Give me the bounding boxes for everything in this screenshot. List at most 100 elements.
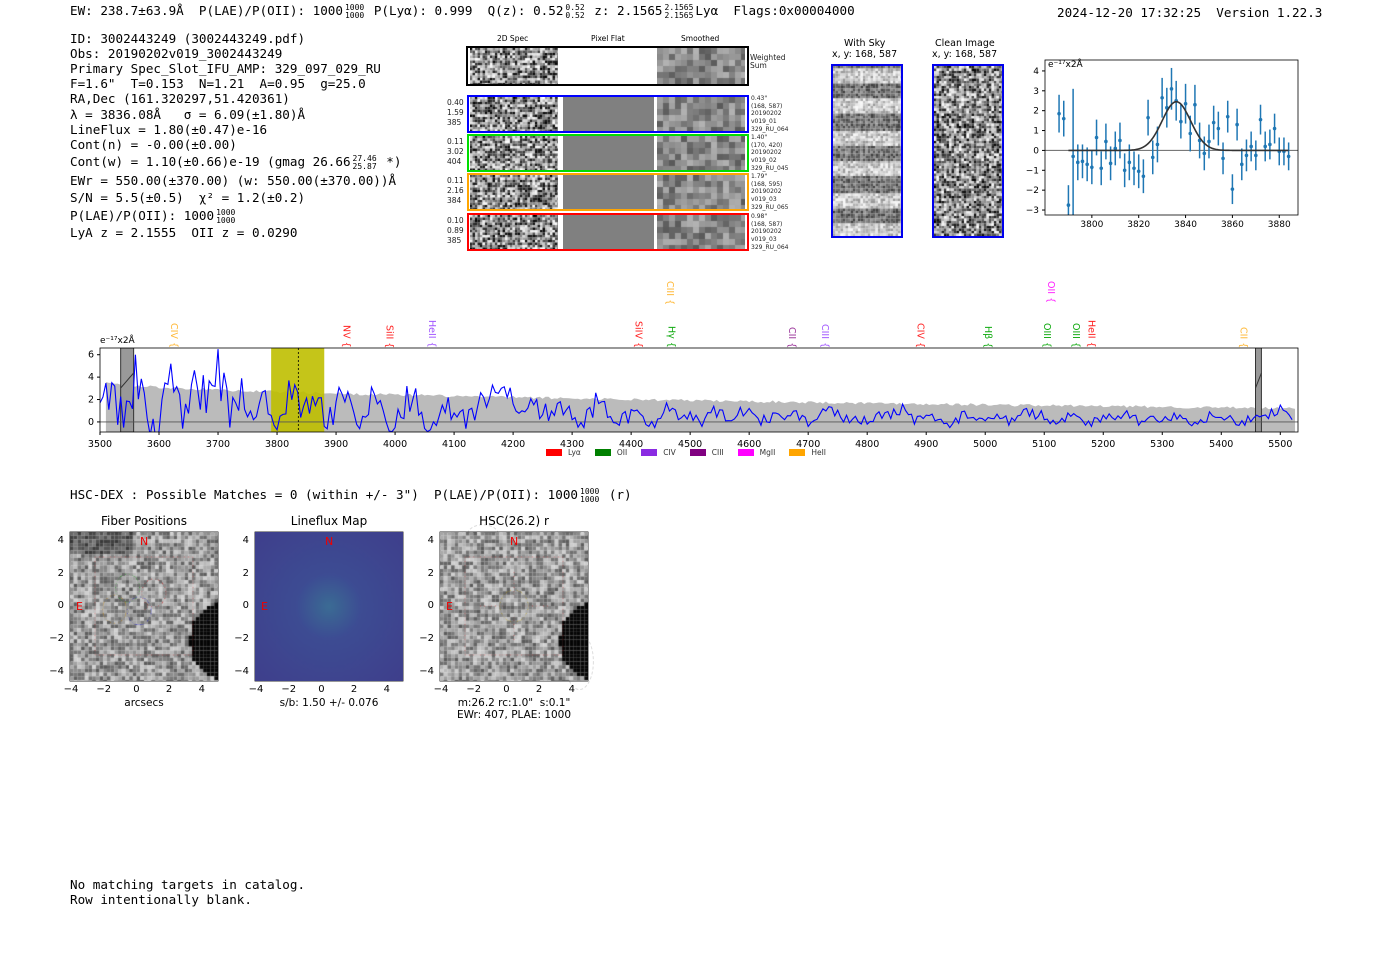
panel-ytick: 2 [57,567,64,579]
data-point [1249,144,1253,149]
x-tick-label: 5200 [1091,439,1115,450]
y-tick-label: 4 [1033,67,1039,77]
emission-line-label: SiII { [383,324,395,348]
x-tick-label: 3840 [1174,220,1197,230]
cutout-smoothed-image [657,175,745,209]
data-point [1113,146,1118,151]
y-tick-label: 6 [88,350,94,361]
data-point [1254,153,1258,158]
info-radec: RA,Dec (161.320297,51.420361) [70,91,290,106]
fit-ylabel: e⁻¹⁷x2Å [1048,60,1083,70]
line-bracket-icon: { [383,338,395,348]
panel-xtick: −4 [63,684,79,695]
info-redshifts: LyA z = 2.1555 OII z = 0.0290 [70,225,298,240]
version: Version 1.22.3 [1216,5,1323,20]
info-obs: Obs: 20190202v019_3002443249 [70,46,283,61]
gaussian-fit [1068,100,1289,152]
line-label-text: NV [340,325,352,339]
data-point [1239,162,1244,167]
emission-line-label: CII { [786,327,797,348]
panel-xtick: −2 [281,684,297,695]
line-bracket-icon: { [1085,338,1097,348]
y-tick-label: 2 [88,395,94,406]
line-bracket-icon: { [981,338,993,348]
data-point [1132,166,1136,171]
line-label-text: Hγ [665,326,677,339]
legend-item: Lyα [546,448,581,457]
data-point [1099,166,1104,171]
y-tick-label: −3 [1026,206,1039,216]
footer-line-2: Row intentionally blank. [70,892,252,907]
line-label-text: CIV [168,322,180,339]
data-point [1244,153,1249,158]
cutout-row-info: 1.40" (170, 420) 20190202 v019_02 329_RU… [751,134,789,172]
data-point [1169,87,1174,91]
x-tick-label: 3800 [1080,220,1103,230]
mask-hatch [1255,372,1262,389]
panel-image [255,532,403,681]
x-tick-label: 3800 [265,439,289,450]
cutout-row-stats: 0.40 1.59 385 [447,98,464,127]
emission-line-label: OII { [1045,281,1057,304]
legend-label: CIII [711,448,724,457]
emission-line-label: CIV { [168,322,180,348]
emission-line-label: SiIV { [632,321,644,348]
cutout-2d-spec-image [470,175,558,209]
data-point [1188,131,1193,136]
line-bracket-icon: { [168,338,180,348]
line-bracket-icon: { [663,296,675,306]
legend-label: HeII [811,448,827,457]
spectrum-ylabel: e⁻¹⁷x2Å [100,336,135,346]
cutout-smoothed-image [657,97,745,131]
data-point [1075,160,1080,165]
hsc-summary: HSC-DEX : Possible Matches = 0 (within +… [70,486,632,504]
cutout-row-frame [467,173,749,211]
line-label-text: OIII [1041,323,1052,339]
info-lambda: λ = 3836.08Å σ = 6.09(±1.80)Å [70,107,306,122]
data-point [1104,139,1108,144]
north-label: N [140,535,149,548]
cutout-row-stats: 0.11 3.02 404 [447,137,464,166]
panel-ytick: −4 [419,665,434,677]
east-label: E [76,600,83,613]
cutout-row-frame [467,95,749,133]
cutout-smoothed-image [657,215,745,249]
panel-xtick: 4 [198,684,205,695]
line-bracket-icon: { [665,338,677,348]
cutout-2d-spec-image [470,136,558,170]
x-tick-label: 3900 [324,439,348,450]
panel-xtick: 0 [318,684,325,695]
col-header-pixel-flat: Pixel Flat [591,34,625,43]
data-point [1286,154,1291,159]
info-plae: P(LAE)/P(OII): 1000 1000 1000 [70,207,236,225]
x-tick-label: 3700 [206,439,230,450]
panel-title: Lineflux Map [290,514,368,528]
line-bracket-icon: { [632,338,644,348]
y-tick-label: 0 [1033,146,1039,156]
data-point [1221,156,1225,161]
legend-swatch [789,449,806,456]
line-bracket-icon: { [1237,338,1249,348]
panel-ytick: 2 [242,567,249,579]
data-point [1085,162,1089,167]
data-point [1230,187,1235,191]
line-bracket-icon: { [426,338,438,348]
panel-image [70,532,218,681]
cutout-2d-spec-image [470,97,558,131]
line-bracket-icon: { [1045,294,1057,304]
panel-ytick: 4 [242,535,249,546]
x-tick-label: 5500 [1268,439,1292,450]
legend-label: MgII [759,448,776,457]
data-point [1258,117,1263,122]
panel-xtick: 4 [383,684,390,695]
line-label-text: SiII [383,324,395,339]
east-label: E [446,600,453,613]
y-tick-label: 1 [1033,127,1039,137]
panel-xtick: −2 [466,684,482,695]
spectrum-plot [100,348,1298,432]
cutout-pixel-flat-image [563,136,654,170]
panel-caption: arcsecs [124,697,164,709]
x-tick-label: 5100 [1032,439,1056,450]
panel-xtick: −2 [96,684,112,695]
footer-line-1: No matching targets in catalog. [70,877,306,892]
